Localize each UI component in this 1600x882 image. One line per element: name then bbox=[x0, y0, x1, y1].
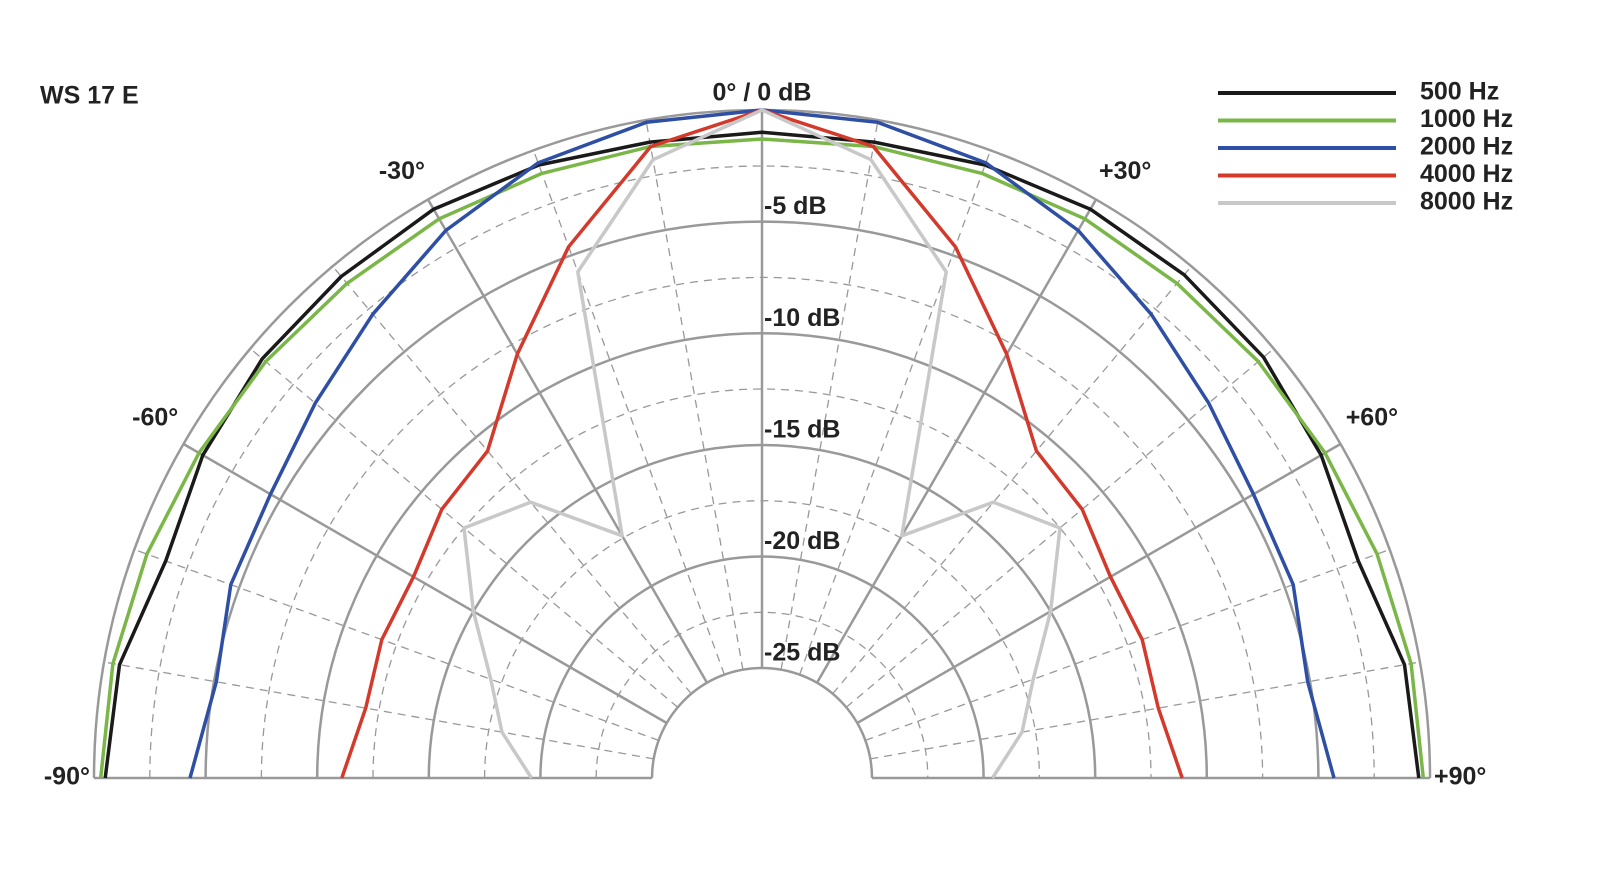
minor-spoke bbox=[870, 661, 1420, 760]
r-tick-label: -15 dB bbox=[764, 415, 840, 443]
spoke bbox=[426, 198, 709, 684]
chart-title: WS 17 E bbox=[40, 82, 139, 110]
minor-spoke bbox=[865, 548, 1390, 741]
r-tick-label: -20 dB bbox=[764, 527, 840, 555]
angle-label: -30° bbox=[379, 157, 425, 185]
minor-spoke bbox=[832, 265, 1192, 695]
ring bbox=[650, 666, 874, 779]
minor-spoke bbox=[332, 265, 692, 695]
legend-label: 1000 Hz bbox=[1420, 105, 1513, 133]
angle-label: 0° / 0 dB bbox=[713, 79, 812, 107]
legend-label: 8000 Hz bbox=[1420, 188, 1513, 216]
angle-label: -60° bbox=[132, 404, 178, 432]
minor-spoke bbox=[532, 150, 725, 675]
series-line bbox=[98, 137, 1426, 779]
minor-spoke bbox=[645, 120, 744, 670]
minor-spoke bbox=[845, 348, 1275, 708]
minor-spoke bbox=[134, 548, 659, 741]
r-tick-label: -10 dB bbox=[764, 304, 840, 332]
legend-label: 500 Hz bbox=[1420, 78, 1499, 106]
minor-spoke bbox=[799, 150, 992, 675]
angle-label: +90° bbox=[1434, 763, 1486, 791]
spoke bbox=[815, 198, 1098, 684]
r-tick-label: -5 dB bbox=[764, 192, 827, 220]
minor-ring bbox=[595, 611, 929, 779]
minor-spoke bbox=[104, 661, 654, 760]
legend-label: 4000 Hz bbox=[1420, 160, 1513, 188]
minor-ring bbox=[149, 165, 1375, 779]
minor-spoke bbox=[249, 348, 679, 708]
spoke bbox=[182, 442, 668, 725]
angle-label: +60° bbox=[1346, 404, 1398, 432]
angle-label: +30° bbox=[1099, 157, 1151, 185]
series-line bbox=[462, 108, 1062, 779]
series-line bbox=[103, 130, 1421, 779]
r-tick-label: -25 dB bbox=[764, 639, 840, 667]
spoke bbox=[856, 442, 1342, 725]
minor-ring bbox=[372, 388, 1152, 779]
legend-label: 2000 Hz bbox=[1420, 133, 1513, 161]
angle-label: -90° bbox=[44, 763, 90, 791]
minor-spoke bbox=[780, 120, 879, 670]
